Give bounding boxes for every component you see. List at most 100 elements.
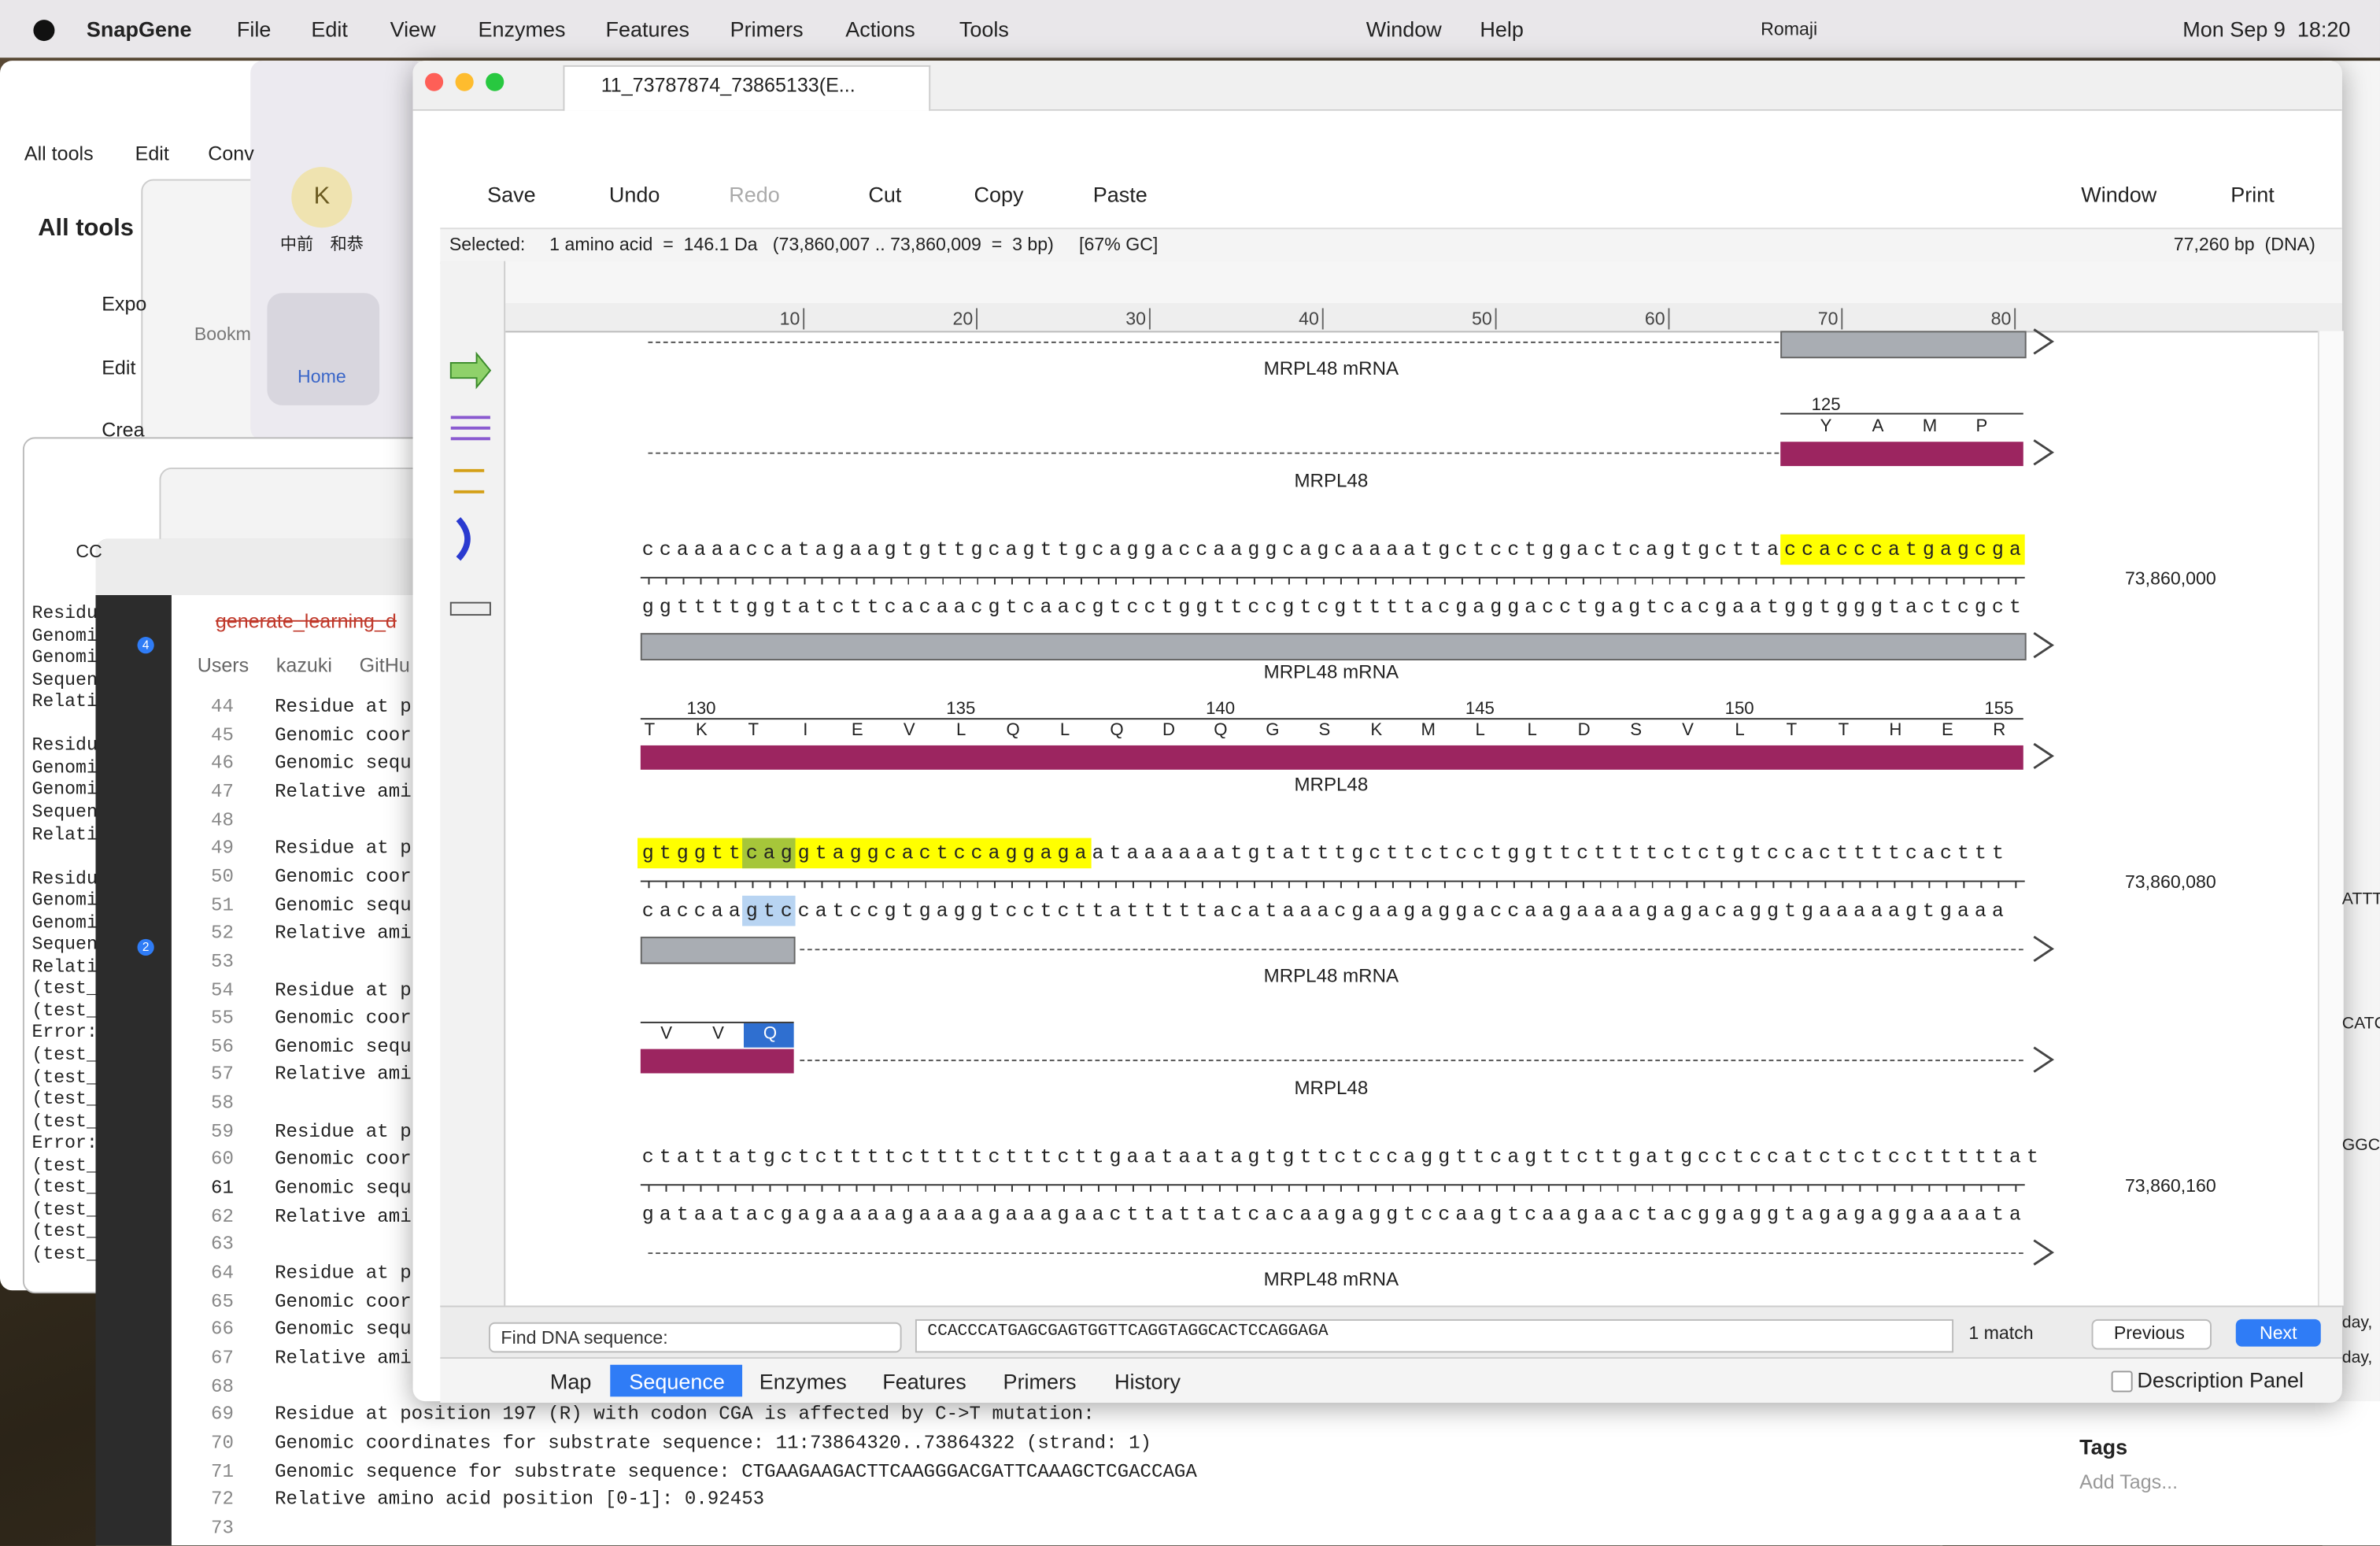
menu-item[interactable]: Enzymes: [478, 17, 566, 42]
toolbar-button[interactable]: Print: [2230, 182, 2275, 207]
description-label[interactable]: Description Panel: [2137, 1367, 2304, 1393]
code-line: Genomic coor: [275, 1008, 412, 1030]
feature-cds: [640, 745, 2023, 770]
tab-title[interactable]: 11_73787874_73865133(E...: [601, 73, 856, 97]
code-line: Genomic sequence for substrate sequence:…: [275, 1460, 1197, 1482]
toolbar-button[interactable]: Save: [487, 182, 536, 207]
selected-tab[interactable]: [610, 1364, 743, 1397]
tool-item[interactable]: Edit: [102, 356, 136, 379]
terminal-line: Error:: [31, 1133, 98, 1155]
residue-number: 130: [686, 700, 716, 719]
tool-item[interactable]: Crea: [102, 418, 145, 442]
terminal-line: (test_: [31, 1199, 98, 1221]
menu-item[interactable]: Features: [605, 17, 690, 42]
terminal-line: Genomi: [31, 890, 98, 912]
toolbar-button[interactable]: Paste: [1092, 182, 1148, 207]
tab[interactable]: Edit: [135, 142, 169, 165]
menu-item[interactable]: Actions: [845, 17, 915, 42]
app-name[interactable]: SnapGene: [86, 17, 192, 42]
tab[interactable]: Conv: [208, 142, 254, 165]
next-button[interactable]: [2235, 1319, 2321, 1347]
previous-button[interactable]: [2091, 1319, 2212, 1350]
view-tab[interactable]: Enzymes: [759, 1369, 847, 1394]
line-number: 54: [211, 979, 234, 1001]
line-number: 52: [211, 923, 234, 945]
find-label[interactable]: Find DNA sequence:: [501, 1326, 668, 1348]
feature-label: MRPL48 mRNA: [1263, 661, 1399, 683]
find-query[interactable]: CCACCCATGAGCGAGTGGTTCAGGTAGGCACTCCAGGAGA: [927, 1322, 1329, 1341]
terminal-line: (test_: [31, 1111, 98, 1133]
terminal-line: Genomi: [31, 624, 98, 646]
breadcrumb[interactable]: Users: [197, 653, 249, 677]
avatar-letter: K: [313, 183, 331, 210]
find-input[interactable]: [488, 1322, 902, 1353]
tool-item[interactable]: Expo: [102, 292, 147, 316]
query-input[interactable]: [915, 1319, 1954, 1353]
feature-label: MRPL48: [1294, 1077, 1369, 1099]
amino-acid: M: [1421, 721, 1436, 740]
view-tab[interactable]: Sequence: [629, 1369, 725, 1394]
tags-input[interactable]: Add Tags...: [2079, 1470, 2179, 1493]
view-tab[interactable]: Features: [882, 1369, 966, 1394]
breadcrumb[interactable]: kazuki: [275, 653, 332, 677]
line-number: 55: [211, 1008, 234, 1030]
residue-number: 150: [1724, 700, 1754, 719]
toolbar-button[interactable]: Undo: [608, 182, 660, 207]
feature-line: [648, 452, 1779, 454]
feature-label: MRPL48: [1294, 774, 1369, 796]
home-button[interactable]: [267, 293, 380, 405]
line-number: 68: [211, 1375, 234, 1397]
amino-acid: G: [1266, 721, 1280, 740]
avatar[interactable]: [291, 167, 353, 228]
feature-label: MRPL48 mRNA: [1263, 357, 1399, 379]
window-controls[interactable]: [424, 72, 516, 94]
tab[interactable]: [563, 65, 931, 111]
previous-label[interactable]: Previous: [2113, 1322, 2185, 1344]
toolbar-button[interactable]: Copy: [974, 182, 1024, 207]
search-text[interactable]: CC: [76, 540, 102, 562]
ruler-bg: [505, 303, 2342, 333]
toolbar-button[interactable]: Window: [2081, 182, 2157, 207]
line-number: 57: [211, 1064, 234, 1086]
view-tab[interactable]: Map: [549, 1369, 592, 1394]
partial-text: CATC: [2341, 1015, 2380, 1034]
view-tab[interactable]: Primers: [1003, 1369, 1077, 1394]
amino-acid: V: [1682, 721, 1694, 740]
code-line: Genomic sequ: [275, 753, 412, 775]
side-icons[interactable]: [446, 350, 495, 881]
file-tab[interactable]: generate_learning_d: [215, 609, 397, 633]
amino-acid: T: [1786, 721, 1798, 740]
view-tab[interactable]: History: [1114, 1369, 1181, 1394]
menu-item[interactable]: File: [236, 17, 272, 42]
line-number: 73: [211, 1517, 234, 1539]
apple-icon[interactable]: [31, 13, 56, 43]
breadcrumb[interactable]: GitHu: [359, 653, 410, 677]
terminal-line: Genomi: [31, 912, 98, 934]
next-label[interactable]: Next: [2259, 1322, 2297, 1344]
code-line: Genomic coordinates for substrate sequen…: [275, 1432, 1152, 1454]
menu-item[interactable]: Edit: [311, 17, 348, 42]
line-number: 72: [211, 1489, 234, 1511]
home-label[interactable]: Home: [297, 365, 346, 387]
feature-label: MRPL48 mRNA: [1263, 1268, 1399, 1290]
menu-item[interactable]: Tools: [959, 17, 1009, 42]
feature-cds: [640, 1049, 794, 1074]
code-line: Relative ami: [275, 923, 412, 945]
menu-item[interactable]: Window: [1366, 17, 1442, 42]
highlight: [637, 838, 1092, 869]
menu-item[interactable]: Primers: [730, 17, 804, 42]
description-checkbox[interactable]: [2111, 1370, 2133, 1393]
terminal-line: Sequen: [31, 934, 98, 956]
amino-acid: Q: [763, 1025, 778, 1044]
input-source[interactable]: Romaji: [1761, 18, 1818, 40]
aa-line: [640, 718, 2023, 720]
amino-acid: T: [644, 721, 656, 740]
menu-item[interactable]: Help: [1480, 17, 1524, 42]
menu-item[interactable]: View: [390, 17, 436, 42]
code-line: Genomic coor: [275, 724, 412, 746]
tab[interactable]: All tools: [24, 142, 94, 165]
toolbar-button[interactable]: Cut: [868, 182, 902, 207]
code-line: Genomic sequ: [275, 894, 412, 916]
activity-bar: [95, 594, 172, 1546]
